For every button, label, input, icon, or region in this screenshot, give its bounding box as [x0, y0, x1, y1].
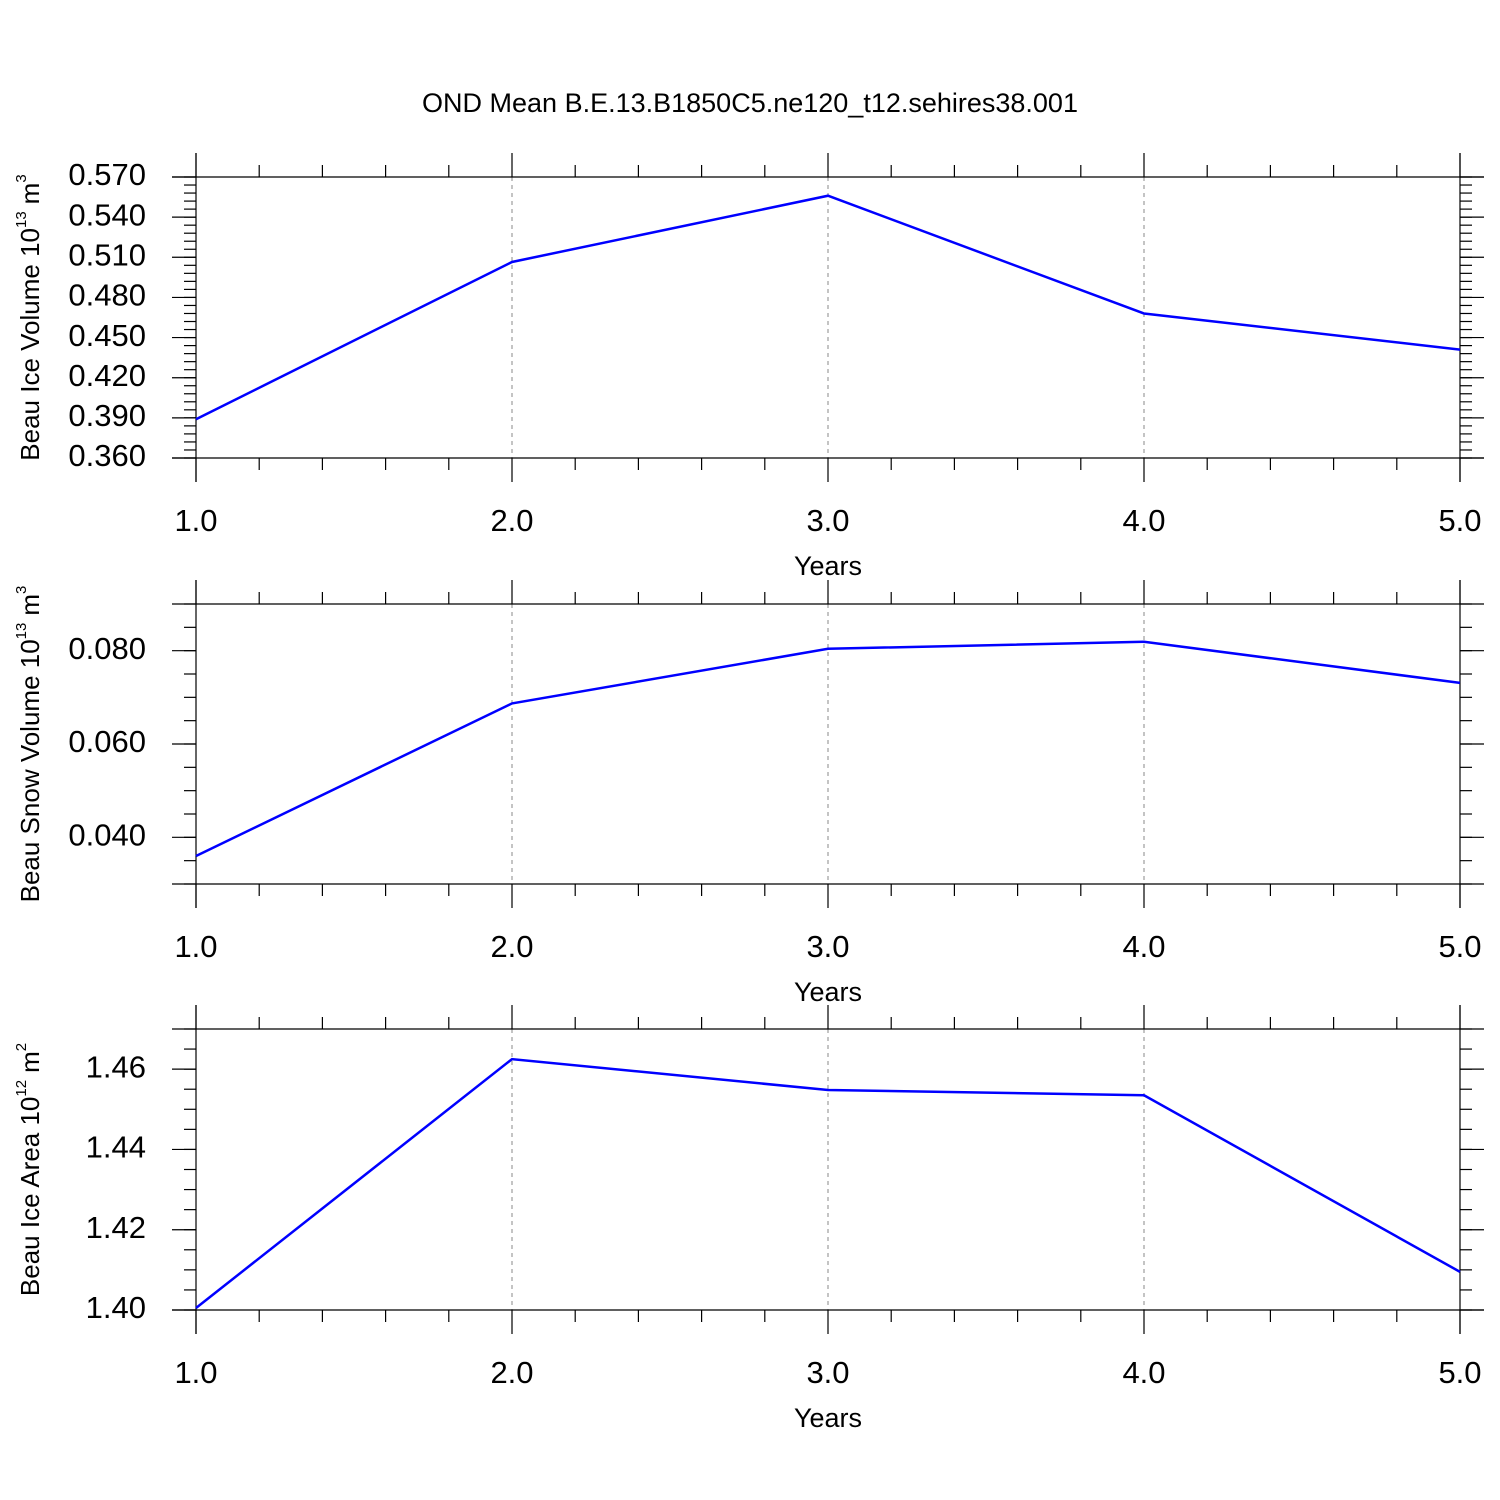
x-tick-label: 1.0	[174, 929, 217, 964]
x-tick-label: 2.0	[490, 503, 533, 538]
y-tick-label: 0.450	[68, 318, 146, 353]
y-axis-label-part: m	[15, 183, 45, 205]
x-tick-label: 2.0	[490, 1355, 533, 1390]
y-tick-label: 0.360	[68, 438, 146, 473]
y-tick-label: 0.510	[68, 237, 146, 272]
x-tick-label: 5.0	[1438, 503, 1481, 538]
y-tick-label: 1.40	[86, 1290, 146, 1325]
y-tick-label: 0.390	[68, 398, 146, 433]
y-axis-label: Beau Ice Volume 1013 m3	[13, 174, 45, 460]
x-tick-label: 1.0	[174, 503, 217, 538]
data-line	[195, 194, 1461, 421]
x-tick-label: 4.0	[1122, 929, 1165, 964]
x-tick-label: 5.0	[1438, 929, 1481, 964]
y-tick-label: 1.42	[86, 1210, 146, 1245]
y-tick-label: 1.46	[86, 1049, 146, 1084]
y-axis-label-part: 13	[13, 623, 30, 640]
data-line	[195, 1057, 1461, 1309]
x-tick-label: 3.0	[806, 929, 849, 964]
x-axis-label: Years	[794, 1403, 862, 1433]
y-axis-label-part: m	[15, 594, 45, 616]
data-line	[195, 640, 1461, 858]
y-axis-label-part: 3	[13, 174, 30, 182]
y-axis-label-part: 13	[13, 211, 30, 228]
y-axis-label: Beau Ice Area 1012 m2	[13, 1043, 45, 1296]
y-axis-label-part: 2	[13, 1043, 30, 1051]
x-tick-label: 2.0	[490, 929, 533, 964]
y-tick-label: 0.060	[68, 724, 146, 759]
y-tick-label: 0.480	[68, 278, 146, 313]
y-axis-label: Beau Snow Volume 1013 m3	[13, 586, 45, 903]
y-tick-label: 0.040	[68, 818, 146, 853]
x-tick-label: 4.0	[1122, 1355, 1165, 1390]
chart-title: OND Mean B.E.13.B1850C5.ne120_t12.sehire…	[422, 88, 1078, 118]
y-axis-label-part: Beau Ice Volume 10	[15, 228, 45, 461]
x-axis-label: Years	[794, 977, 862, 1007]
x-tick-label: 4.0	[1122, 503, 1165, 538]
y-axis-label-part: 12	[13, 1080, 30, 1097]
x-tick-label: 3.0	[806, 503, 849, 538]
x-axis-label: Years	[794, 551, 862, 581]
y-tick-label: 1.44	[86, 1130, 146, 1165]
x-tick-label: 1.0	[174, 1355, 217, 1390]
y-tick-label: 0.540	[68, 197, 146, 232]
x-tick-label: 5.0	[1438, 1355, 1481, 1390]
y-axis-label-part: m	[15, 1051, 45, 1073]
y-axis-label-part: Beau Ice Area 10	[15, 1097, 45, 1296]
y-axis-label-part: 3	[13, 586, 30, 594]
y-tick-label: 0.570	[68, 157, 146, 192]
y-axis-label-part: Beau Snow Volume 10	[15, 639, 45, 902]
y-tick-label: 0.080	[68, 631, 146, 666]
x-tick-label: 3.0	[806, 1355, 849, 1390]
y-tick-label: 0.420	[68, 358, 146, 393]
